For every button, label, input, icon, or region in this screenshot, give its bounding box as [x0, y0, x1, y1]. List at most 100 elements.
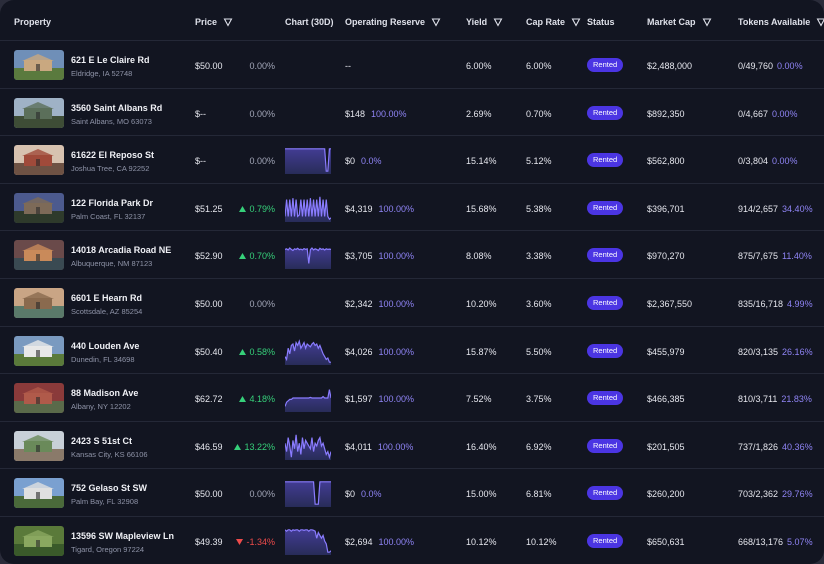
tokens-available: 0/3,804 0.00% [738, 156, 798, 166]
reserve-amount: $3,705 [345, 251, 373, 262]
tokens-available: 668/13,176 5.07% [738, 537, 813, 547]
property-address: Kansas City, KS 66106 [71, 449, 148, 459]
arrow-up-icon [239, 348, 247, 355]
chart-30d [284, 384, 332, 413]
property-thumbnail[interactable] [14, 192, 64, 223]
property-name[interactable]: 14018 Arcadia Road NE [71, 245, 172, 256]
table-row[interactable]: 752 Gelaso St SW Palm Bay, FL 32908 $50.… [0, 468, 824, 516]
tokens-percent: 40.36% [782, 441, 813, 452]
table-row[interactable]: 88 Madison Ave Albany, NY 12202 $62.72 4… [0, 373, 824, 421]
property-thumbnail[interactable] [14, 383, 64, 414]
house-photo-icon [14, 192, 64, 223]
yield-value: 15.14% [466, 156, 497, 167]
tokens-available: 703/2,362 29.76% [738, 489, 813, 499]
property-address: Scottsdale, AZ 85254 [71, 307, 143, 316]
table-row[interactable]: 6601 E Hearn Rd Scottsdale, AZ 85254 $50… [0, 278, 824, 326]
market-cap-value: $260,200 [647, 489, 685, 500]
market-cap-value: $2,488,000 [647, 61, 693, 71]
yield-value: 15.87% [466, 346, 497, 357]
operating-reserve: $148 100.00% [345, 109, 407, 119]
table-row[interactable]: 3560 Saint Albans Rd Saint Albans, MO 63… [0, 87, 824, 136]
table-row[interactable]: 440 Louden Ave Dunedin, FL 34698 $50.40 … [0, 325, 824, 374]
reserve-percent: 0.0% [361, 489, 382, 500]
market-cap-value: $396,701 [647, 203, 685, 214]
header-tokens[interactable]: Tokens Available [738, 17, 824, 27]
property-thumbnail[interactable] [14, 478, 64, 509]
cap-rate-value: 10.12% [526, 537, 557, 547]
header-reserve[interactable]: Operating Reserve [345, 17, 441, 27]
operating-reserve: -- [345, 61, 357, 71]
property-thumbnail[interactable] [14, 430, 64, 461]
property-name[interactable]: 2423 S 51st Ct [71, 435, 133, 446]
header-cap-rate[interactable]: Cap Rate [526, 17, 581, 27]
property-name[interactable]: 13596 SW Mapleview Ln [71, 531, 175, 541]
operating-reserve: $2,342 100.00% [345, 299, 414, 309]
reserve-percent: 100.00% [378, 203, 415, 214]
property-address: Tigard, Oregon 97224 [71, 545, 145, 554]
status-badge: Rented [587, 200, 624, 215]
property-thumbnail[interactable] [14, 145, 64, 176]
price-value: $52.90 [195, 251, 223, 262]
table-row[interactable]: 122 Florida Park Dr Palm Coast, FL 32137… [0, 182, 824, 231]
header-property[interactable]: Property [14, 17, 52, 27]
property-name[interactable]: 61622 El Reposo St [71, 150, 155, 161]
property-name[interactable]: 440 Louden Ave [71, 340, 140, 351]
property-name[interactable]: 3560 Saint Albans Rd [71, 102, 163, 113]
reserve-amount: $2,342 [345, 299, 373, 309]
tokens-percent: 21.83% [781, 394, 812, 405]
house-photo-icon [14, 478, 64, 509]
price-value: $50.00 [195, 489, 223, 500]
table-row[interactable]: 2423 S 51st Ct Kansas City, KS 66106 $46… [0, 420, 824, 469]
price-change-value: 0.00% [249, 299, 275, 309]
header-yield[interactable]: Yield [466, 17, 503, 27]
property-thumbnail[interactable] [14, 50, 64, 80]
status-badge: Rented [587, 391, 624, 406]
chart-30d [284, 527, 332, 555]
header-market-cap[interactable]: Market Cap [647, 17, 712, 27]
table-row[interactable]: 61622 El Reposo St Joshua Tree, CA 92252… [0, 135, 824, 183]
operating-reserve: $4,011 100.00% [345, 442, 413, 452]
price-value: $50.00 [195, 299, 223, 309]
reserve-percent: 100.00% [371, 108, 407, 119]
property-thumbnail[interactable] [14, 526, 64, 556]
tokens-available: 835/16,718 4.99% [738, 299, 813, 309]
arrow-up-icon [239, 205, 247, 212]
table-row[interactable]: 13596 SW Mapleview Ln Tigard, Oregon 972… [0, 516, 824, 564]
property-thumbnail[interactable] [14, 97, 64, 128]
property-name[interactable]: 88 Madison Ave [71, 388, 139, 399]
property-name[interactable]: 6601 E Hearn Rd [71, 293, 143, 303]
property-address: Palm Coast, FL 32137 [71, 211, 146, 221]
tokens-count: 0/3,804 [738, 156, 769, 167]
sort-caret-icon [702, 18, 711, 27]
property-name[interactable]: 752 Gelaso St SW [71, 483, 148, 494]
reserve-amount: -- [345, 61, 351, 71]
price-value: $50.40 [195, 346, 223, 357]
arrow-down-icon [236, 539, 244, 545]
tokens-count: 0/49,760 [738, 61, 774, 71]
tokens-count: 668/13,176 [738, 537, 784, 547]
price-change-value: 0.70% [249, 251, 275, 262]
property-name[interactable]: 122 Florida Park Dr [71, 197, 154, 208]
sparkline-area [285, 389, 331, 413]
header-chart: Chart (30D) [285, 17, 334, 27]
property-thumbnail[interactable] [14, 240, 64, 271]
operating-reserve: $4,026 100.00% [345, 347, 414, 357]
reserve-percent: 100.00% [378, 251, 415, 262]
cap-rate-value: 3.38% [526, 251, 552, 262]
status-badge: Rented [587, 153, 624, 168]
property-thumbnail[interactable] [14, 335, 64, 366]
table-row[interactable]: 621 E Le Claire Rd Eldridge, IA 52748 $5… [0, 40, 824, 88]
arrow-up-icon [234, 443, 242, 450]
price-value: $-- [195, 108, 206, 119]
property-thumbnail[interactable] [14, 288, 64, 318]
status-badge: Rented [587, 58, 624, 72]
sparkline-line [284, 338, 331, 363]
status-badge: Rented [587, 343, 624, 358]
tokens-available: 820/3,135 26.16% [738, 347, 813, 357]
sparkline-line [284, 196, 332, 220]
table-row[interactable]: 14018 Arcadia Road NE Albuquerque, NM 87… [0, 230, 824, 278]
property-name[interactable]: 621 E Le Claire Rd [71, 55, 150, 65]
house-photo-icon [14, 288, 64, 318]
header-price[interactable]: Price [195, 17, 233, 27]
tokens-count: 835/16,718 [738, 299, 784, 309]
